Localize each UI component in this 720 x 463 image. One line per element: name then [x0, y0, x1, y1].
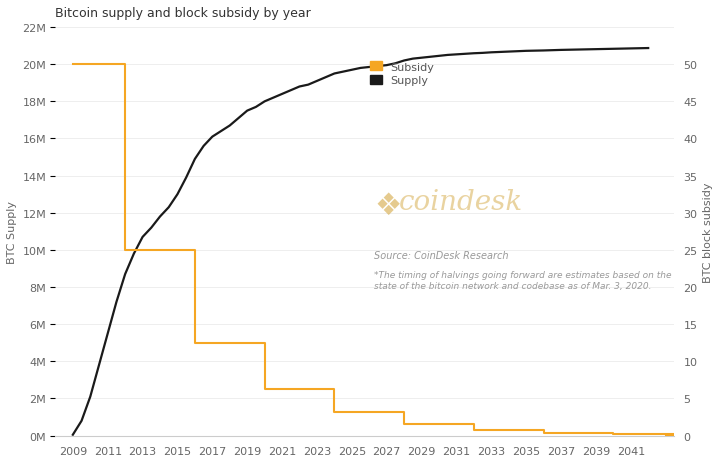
Text: Source: CoinDesk Research: Source: CoinDesk Research	[374, 250, 508, 260]
Legend: Subsidy, Supply: Subsidy, Supply	[370, 62, 434, 86]
Text: *The timing of halvings going forward are estimates based on the
state of the bi: *The timing of halvings going forward ar…	[374, 270, 672, 290]
Text: Bitcoin supply and block subsidy by year: Bitcoin supply and block subsidy by year	[55, 7, 311, 20]
Y-axis label: BTC Supply: BTC Supply	[7, 200, 17, 263]
Text: ❖: ❖	[374, 191, 402, 220]
Y-axis label: BTC block subsidy: BTC block subsidy	[703, 181, 713, 282]
Text: coindesk: coindesk	[399, 189, 523, 216]
